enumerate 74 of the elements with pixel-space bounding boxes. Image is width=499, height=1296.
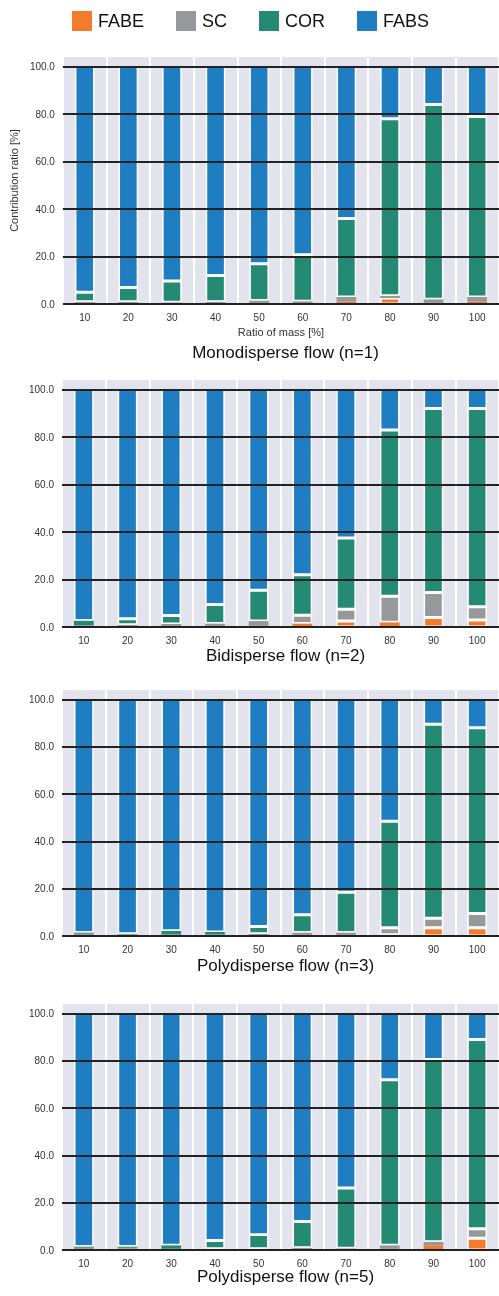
x-tick-label: 70 [340,311,353,323]
legend-label: COR [285,11,325,31]
x-tick-label: 30 [165,634,178,646]
text: Polydisperse flow (n=5) [196,1267,375,1286]
x-tick-label: 60 [296,1257,309,1269]
x-tick-label: 100 [468,311,486,323]
y-tick-label: 20.0 [34,883,55,895]
y-tick-label: 0.0 [40,1244,55,1256]
x-tick-label: 20 [121,634,134,646]
x-tick-label: 70 [340,1257,353,1269]
x-tick-label: 70 [340,634,353,646]
x-tick-label: 70 [340,943,353,955]
y-tick-label: 20.0 [35,251,56,262]
legend-label: FABS [383,11,430,31]
x-tick-label: 30 [165,1257,178,1269]
y-tick-label: 80.0 [34,1055,55,1067]
x-tick-label: 100 [468,943,486,955]
y-tick-label: 40.0 [34,526,55,538]
y-tick-label: 0.0 [40,621,55,633]
y-tick-label: 60.0 [34,788,55,800]
x-tick-label: 80 [384,634,396,646]
legend-label: FABE [97,11,145,31]
text: Polydisperse flow (n=3) [196,956,375,975]
x-tick-label: 10 [78,634,90,646]
y-tick-label: 100.0 [29,61,56,72]
x-tick-label: 50 [253,943,265,955]
x-tick-label: 60 [297,311,309,323]
y-tick-label: 80.0 [34,431,55,443]
y-tick-label: 60.0 [34,1102,55,1114]
x-tick-label: 40 [209,634,221,646]
legend-label: SC [202,11,228,31]
y-tick-label: 80.0 [34,741,55,753]
y-tick-label: 60.0 [35,156,56,167]
y-tick-label: 40.0 [34,835,55,847]
x-tick-label: 30 [166,311,178,323]
y-tick-label: 20.0 [34,574,55,585]
x-tick-label: 80 [384,943,396,955]
x-axis-title: Ratio of mass [%] [237,326,325,339]
x-tick-label: 100 [468,634,486,646]
x-tick-label: 10 [78,943,90,955]
y-axis-title: Contribution ratio [%] [7,129,20,232]
y-tick-label: 40.0 [34,1149,55,1161]
x-tick-label: 20 [121,943,134,955]
y-tick-label: 100.0 [28,1007,55,1019]
text: Monodisperse flow (n=1) [192,343,379,362]
x-tick-label: 50 [253,634,265,646]
y-tick-label: 100.0 [28,384,55,395]
x-tick-label: 90 [427,1257,440,1269]
x-tick-label: 80 [384,1257,396,1269]
x-tick-label: 100 [468,1257,486,1269]
x-tick-label: 60 [296,943,309,955]
text: Bidisperse flow (n=2) [205,646,366,665]
y-tick-label: 40.0 [35,203,56,215]
y-tick-label: 100.0 [28,693,55,705]
x-tick-label: 10 [78,1257,90,1269]
x-tick-label: 50 [253,1257,265,1269]
y-tick-label: 0.0 [40,930,55,942]
x-tick-label: 40 [209,1257,221,1269]
y-tick-label: 60.0 [34,479,55,490]
x-tick-label: 20 [122,311,135,323]
y-tick-label: 80.0 [35,108,56,120]
x-tick-label: 20 [121,1257,134,1269]
x-tick-label: 80 [384,311,396,323]
x-tick-label: 10 [79,311,91,323]
x-tick-label: 50 [253,311,266,323]
x-tick-label: 60 [296,634,309,646]
x-tick-label: 30 [165,943,178,955]
x-tick-label: 90 [427,634,440,646]
x-tick-label: 90 [427,943,440,955]
x-tick-label: 40 [209,943,221,955]
x-tick-label: 40 [209,311,222,323]
x-tick-label: 90 [428,311,440,323]
y-tick-label: 20.0 [34,1197,55,1209]
y-tick-label: 0.0 [41,298,56,310]
